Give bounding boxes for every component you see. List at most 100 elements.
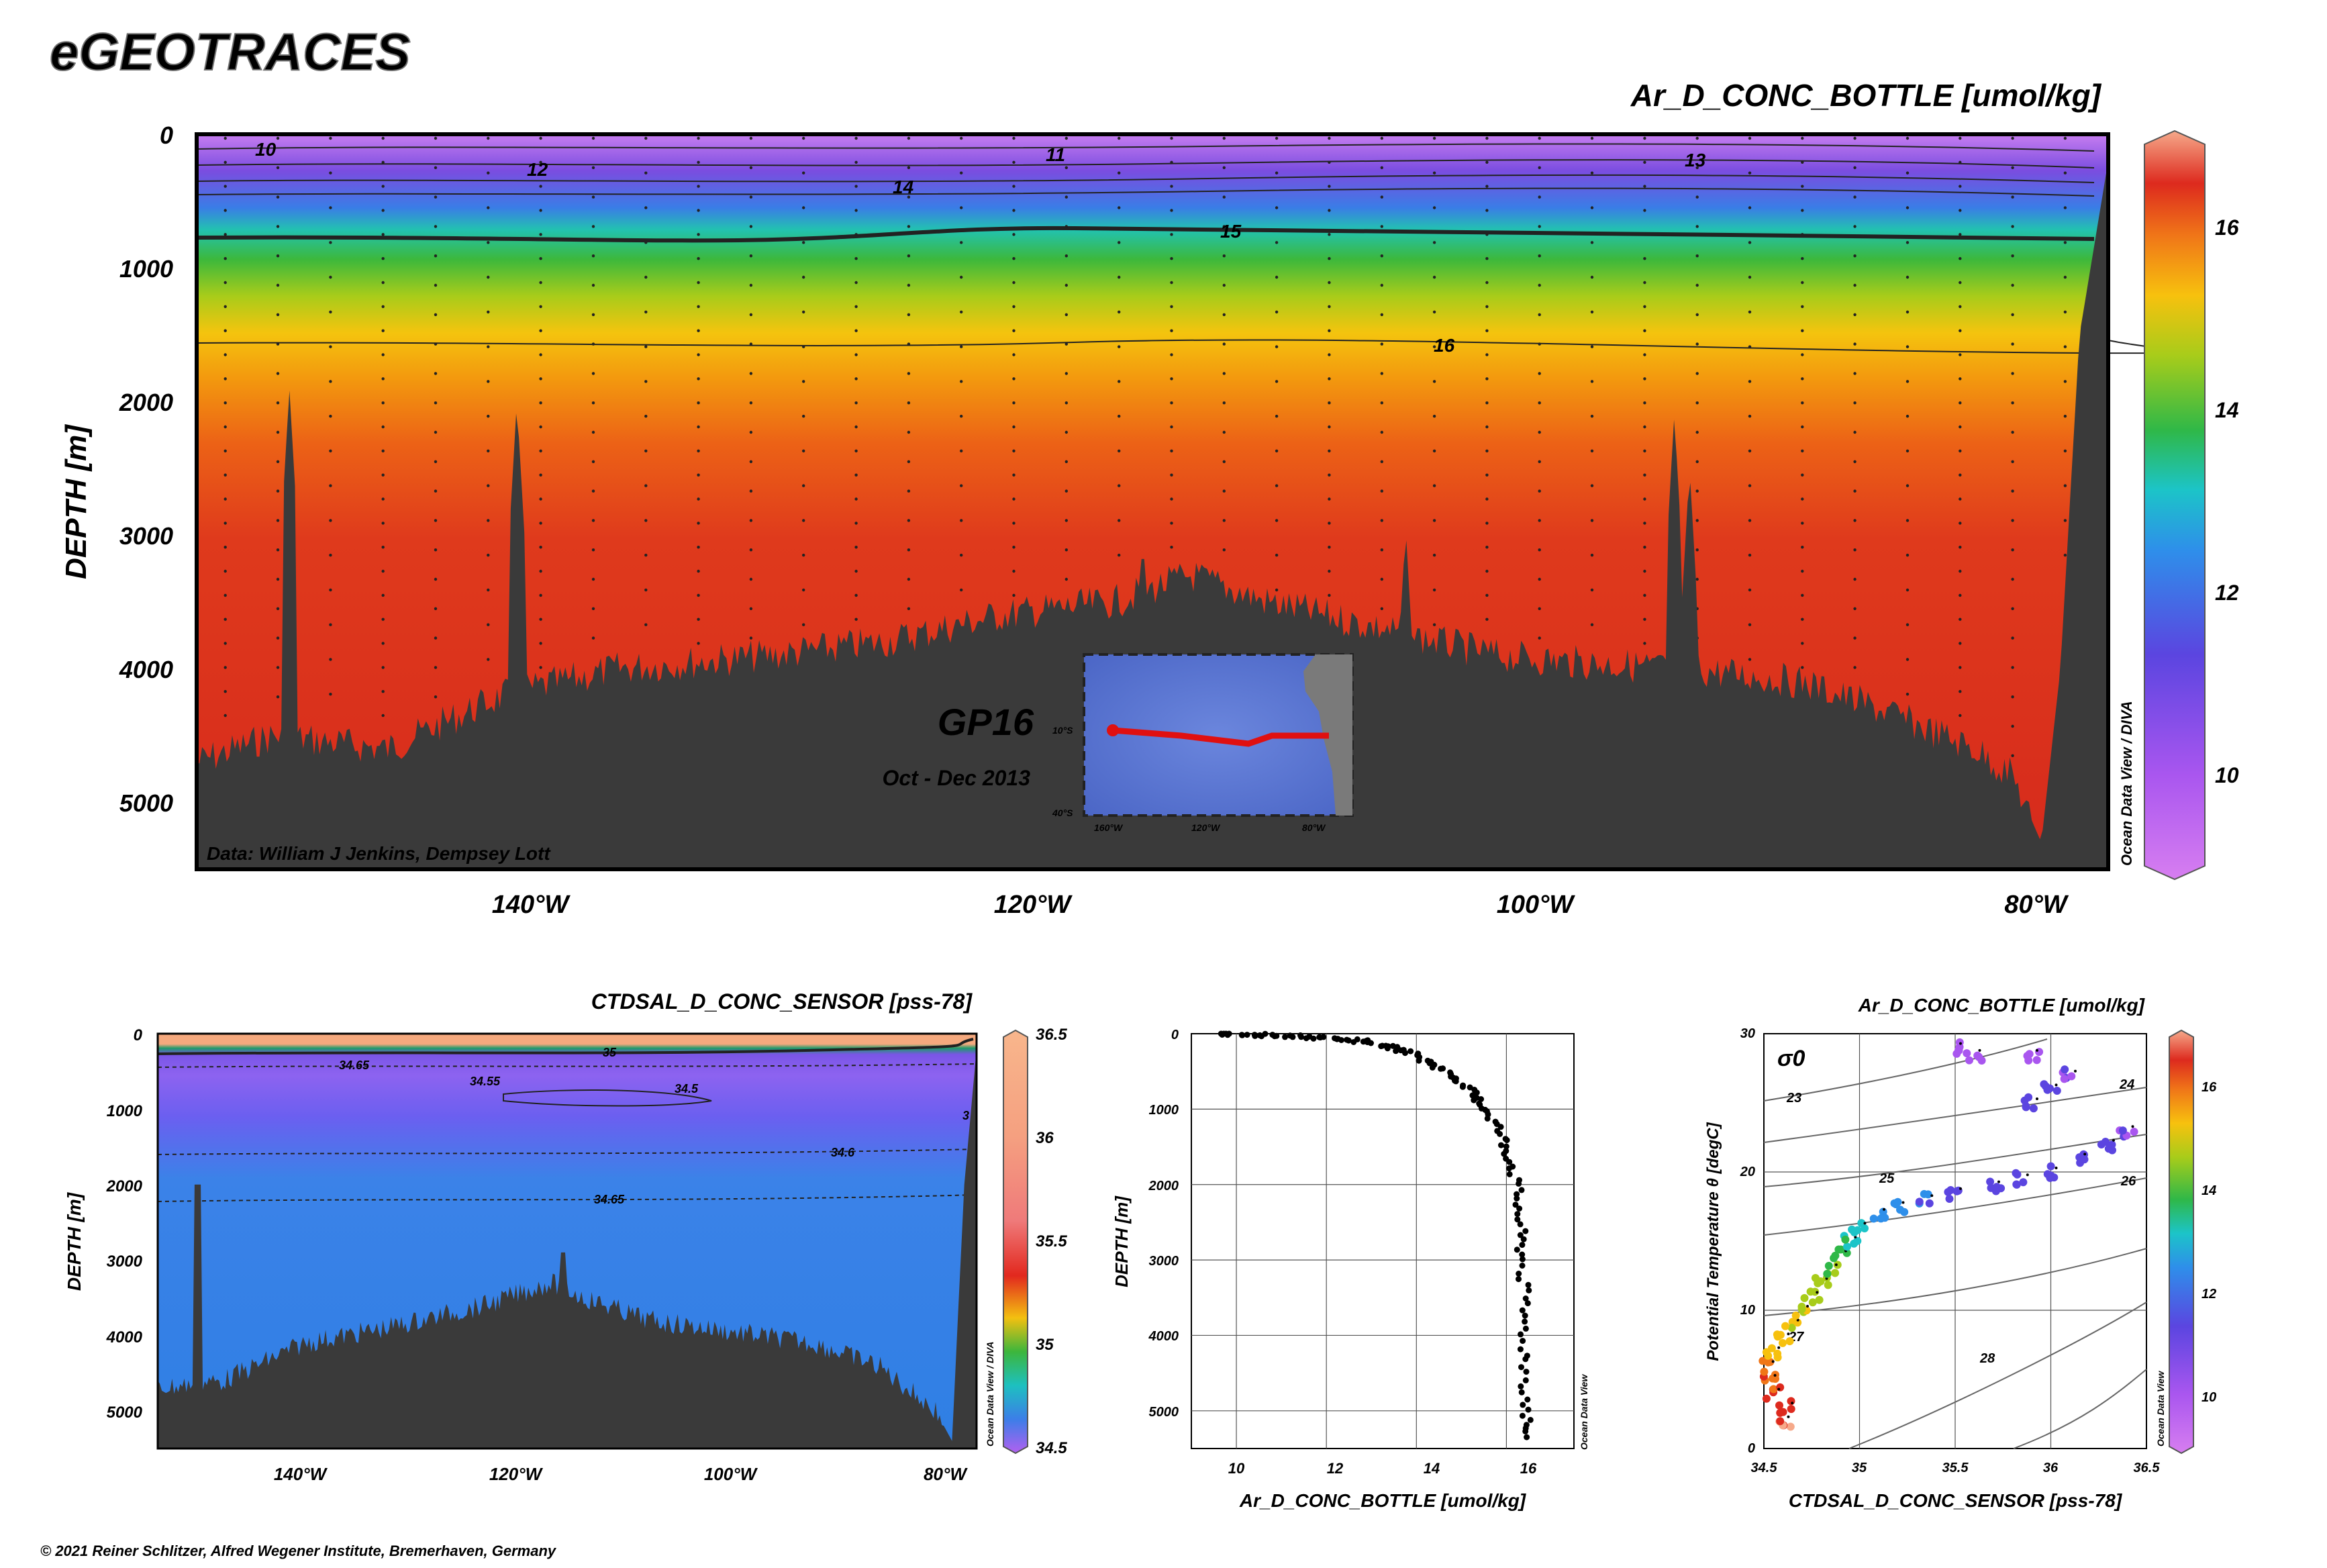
- sample-dot: [802, 414, 805, 418]
- sample-dot: [960, 345, 963, 348]
- ts-point: [1787, 1405, 1795, 1414]
- profile-point: [1262, 1030, 1269, 1037]
- sample-dot: [749, 548, 753, 552]
- ts-sample-dot: [1901, 1201, 1905, 1204]
- y-tick-label: 2000: [1148, 1179, 1179, 1193]
- sample-dot: [2011, 577, 2014, 581]
- sample-dot: [1065, 460, 1069, 463]
- sample-dot: [1643, 377, 1646, 381]
- sample-dot: [1275, 414, 1279, 418]
- ts-sample-dot: [2036, 1097, 2038, 1100]
- profile-point: [1519, 1263, 1526, 1269]
- sample-dot: [1118, 484, 1121, 487]
- sample-dot: [1590, 275, 1594, 279]
- sample-dot: [802, 241, 805, 244]
- ts-point: [1762, 1394, 1771, 1403]
- sample-dot: [1222, 489, 1226, 493]
- profile-point: [1506, 1159, 1513, 1165]
- sample-dot: [1380, 430, 1383, 434]
- y-tick-label: 4000: [106, 1328, 143, 1346]
- sample-dot: [487, 275, 490, 279]
- ts-grid: [1764, 1034, 2146, 1449]
- y-tick-label: 1000: [1149, 1103, 1179, 1118]
- sample-dot: [644, 380, 648, 383]
- sample-dot: [1905, 623, 1910, 626]
- odv-watermark: Ocean Data View: [1579, 1374, 1589, 1450]
- data-credit: Data: William J Jenkins, Dempsey Lott: [207, 843, 551, 864]
- sample-dot: [1170, 233, 1173, 236]
- sample-dot: [539, 209, 542, 212]
- profile-point: [1523, 1369, 1530, 1375]
- sample-dot: [1905, 136, 1910, 140]
- sample-dot: [1643, 449, 1646, 452]
- sample-dot: [644, 241, 648, 244]
- sample-dot: [1748, 519, 1752, 522]
- sample-dot: [434, 136, 438, 140]
- ts-point: [1993, 1183, 2001, 1191]
- sample-dot: [1748, 658, 1752, 661]
- sample-dot: [1643, 353, 1646, 356]
- sample-dot: [1643, 233, 1646, 236]
- sample-dot: [1065, 401, 1069, 405]
- sample-dot: [381, 690, 385, 693]
- salinity-colorbar: 34.5 35 35.5 36 36.5 Ocean Data View / D…: [985, 1026, 1067, 1457]
- profile-point: [1368, 1040, 1374, 1046]
- sample-dot: [1380, 342, 1383, 346]
- sample-dot: [854, 593, 858, 597]
- ts-point: [2061, 1065, 2069, 1074]
- colorbar-tick-label: 16: [2215, 215, 2239, 240]
- sample-dot: [644, 553, 648, 557]
- sample-dot: [1801, 257, 1804, 260]
- ts-sample-dot: [1959, 1187, 1962, 1190]
- profile-point: [1467, 1084, 1473, 1091]
- x-tick-label: 34.5: [1751, 1461, 1778, 1475]
- sample-dot: [2011, 195, 2014, 199]
- sample-dot: [1538, 636, 1541, 640]
- sample-dot: [960, 484, 963, 487]
- profile-point: [1298, 1034, 1305, 1040]
- profile-point: [1239, 1032, 1246, 1038]
- sample-dot: [1065, 313, 1069, 316]
- odv-diva-watermark: Ocean Data View / DIVA: [985, 1342, 995, 1447]
- sample-dot: [1748, 345, 1752, 348]
- ts-point: [1824, 1261, 1833, 1270]
- profile-point: [1525, 1281, 1532, 1288]
- ts-sample-dot: [1959, 1042, 1962, 1045]
- sample-dot: [1905, 658, 1910, 661]
- profile-point: [1426, 1060, 1433, 1067]
- sample-dot: [697, 522, 700, 525]
- sample-dot: [1065, 519, 1069, 522]
- sample-dot: [749, 136, 753, 140]
- contour-label: 14: [893, 177, 914, 197]
- sample-dot: [1275, 171, 1279, 175]
- ts-point: [2032, 1056, 2041, 1065]
- sample-dot: [1853, 401, 1856, 405]
- ts-point: [2013, 1170, 2022, 1179]
- ts-sample-dot: [1777, 1346, 1781, 1349]
- sample-dot: [1538, 283, 1541, 287]
- sample-dot: [1118, 414, 1121, 418]
- x-tick-label: 100°W: [704, 1464, 758, 1484]
- sample-dot: [2011, 254, 2014, 258]
- sample-dot: [276, 607, 280, 610]
- sample-dot: [434, 225, 438, 228]
- sample-dot: [2011, 136, 2014, 140]
- sample-dot: [381, 209, 385, 212]
- sample-dot: [224, 714, 227, 718]
- sample-dot: [539, 569, 542, 573]
- sample-dot: [854, 257, 858, 260]
- salinity-title: CTDSAL_D_CONC_SENSOR [pss-78]: [591, 989, 973, 1014]
- sample-dot: [1590, 519, 1594, 522]
- sample-dot: [1328, 425, 1331, 429]
- profile-point: [1517, 1232, 1524, 1238]
- sample-dot: [1801, 593, 1804, 597]
- sample-dot: [802, 310, 805, 313]
- colorbar-tick-label: 35.5: [1036, 1232, 1067, 1251]
- main-colorbar-gradient: [2144, 130, 2206, 881]
- sample-dot: [854, 160, 858, 164]
- sample-dot: [1012, 160, 1016, 164]
- colorbar-tick-label: 16: [2201, 1080, 2217, 1095]
- sample-dot: [1801, 329, 1804, 332]
- sample-dot: [1590, 414, 1594, 418]
- sample-dot: [434, 195, 438, 199]
